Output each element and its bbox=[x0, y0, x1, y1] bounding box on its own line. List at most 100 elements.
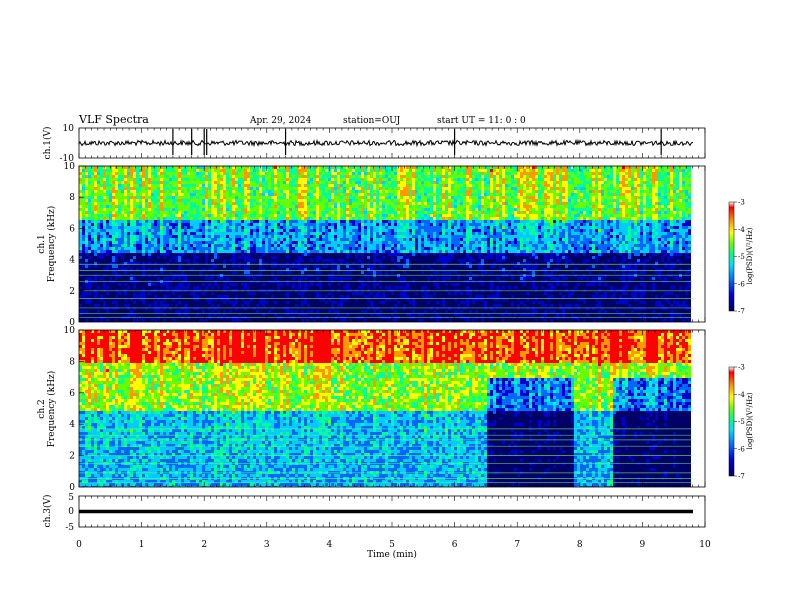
spec-cell bbox=[259, 199, 262, 202]
spec-cell bbox=[139, 313, 142, 316]
spec-cell bbox=[109, 256, 112, 259]
spec-cell bbox=[193, 310, 196, 313]
spec-cell bbox=[229, 295, 232, 298]
spec-cell bbox=[100, 172, 103, 175]
spec-cell bbox=[334, 199, 337, 202]
spec-cell bbox=[247, 187, 250, 190]
spec-cell bbox=[211, 214, 214, 217]
spec-cell bbox=[205, 223, 208, 226]
spec-cell bbox=[88, 235, 91, 238]
spec-cell bbox=[142, 217, 145, 220]
spec-cell bbox=[298, 310, 301, 313]
spec-cell bbox=[169, 268, 172, 271]
spec-cell bbox=[340, 259, 343, 262]
spec-cell bbox=[331, 169, 334, 172]
spec-cell bbox=[322, 286, 325, 289]
spec-cell bbox=[91, 286, 94, 289]
spec-cell bbox=[82, 238, 85, 241]
spec-cell bbox=[88, 247, 91, 250]
spec-cell bbox=[139, 268, 142, 271]
spec-cell bbox=[112, 262, 115, 265]
spec-cell bbox=[244, 187, 247, 190]
spec-cell bbox=[334, 193, 337, 196]
spec-cell bbox=[163, 268, 166, 271]
spec-cell bbox=[112, 217, 115, 220]
spec-cell bbox=[205, 310, 208, 313]
spec-cell bbox=[148, 286, 151, 289]
spec-cell bbox=[190, 292, 193, 295]
spec-cell bbox=[130, 292, 133, 295]
spec-cell bbox=[340, 241, 343, 244]
spec-cell bbox=[145, 193, 148, 196]
spec-cell bbox=[217, 172, 220, 175]
spec-cell bbox=[166, 181, 169, 184]
spec-cell bbox=[241, 313, 244, 316]
spec-cell bbox=[145, 241, 148, 244]
spec-cell bbox=[139, 175, 142, 178]
spec-cell bbox=[337, 199, 340, 202]
spec-cell bbox=[286, 241, 289, 244]
spec-cell bbox=[289, 172, 292, 175]
spec-cell bbox=[196, 250, 199, 253]
spec-cell bbox=[277, 319, 280, 322]
spec-cell bbox=[313, 295, 316, 298]
spec-cell bbox=[85, 196, 88, 199]
spec-cell bbox=[88, 268, 91, 271]
spec-cell bbox=[175, 196, 178, 199]
spec-cell bbox=[91, 181, 94, 184]
spec-cell bbox=[319, 172, 322, 175]
spec-cell bbox=[157, 184, 160, 187]
spec-cell bbox=[304, 238, 307, 241]
spec-cell bbox=[124, 229, 127, 232]
spec-cell bbox=[232, 235, 235, 238]
spec-cell bbox=[268, 187, 271, 190]
spec-cell bbox=[256, 262, 259, 265]
spec-cell bbox=[103, 292, 106, 295]
spec-cell bbox=[208, 286, 211, 289]
spec-cell bbox=[292, 214, 295, 217]
spec-cell bbox=[265, 193, 268, 196]
spec-cell bbox=[238, 298, 241, 301]
spec-cell bbox=[91, 217, 94, 220]
spec-cell bbox=[331, 238, 334, 241]
spec-cell bbox=[310, 250, 313, 253]
spec-cell bbox=[352, 259, 355, 262]
spec-cell bbox=[331, 178, 334, 181]
spec-cell bbox=[331, 241, 334, 244]
spec-cell bbox=[190, 241, 193, 244]
spec-cell bbox=[331, 226, 334, 229]
spec-cell bbox=[112, 304, 115, 307]
spec-cell bbox=[271, 241, 274, 244]
spec-cell bbox=[256, 244, 259, 247]
spec-cell bbox=[178, 172, 181, 175]
spec-cell bbox=[205, 190, 208, 193]
spec-cell bbox=[253, 250, 256, 253]
spec-cell bbox=[121, 268, 124, 271]
spec-cell bbox=[193, 172, 196, 175]
spec-cell bbox=[304, 247, 307, 250]
spec-cell bbox=[187, 319, 190, 322]
spec-cell bbox=[250, 277, 253, 280]
spec-cell bbox=[94, 265, 97, 268]
spec-cell bbox=[340, 199, 343, 202]
spec-cell bbox=[136, 256, 139, 259]
spec-cell bbox=[184, 277, 187, 280]
spec-cell bbox=[214, 262, 217, 265]
spec-cell bbox=[340, 304, 343, 307]
spec-cell bbox=[316, 187, 319, 190]
spec-cell bbox=[277, 193, 280, 196]
spec-cell bbox=[337, 250, 340, 253]
spec-cell bbox=[121, 286, 124, 289]
spec-cell bbox=[214, 187, 217, 190]
spec-cell bbox=[271, 313, 274, 316]
spec-cell bbox=[334, 313, 337, 316]
spec-cell bbox=[196, 190, 199, 193]
spec-cell bbox=[253, 310, 256, 313]
spec-cell bbox=[175, 235, 178, 238]
spec-cell bbox=[349, 223, 352, 226]
spec-cell bbox=[187, 292, 190, 295]
spec-cell bbox=[157, 283, 160, 286]
spec-cell bbox=[118, 304, 121, 307]
spec-cell bbox=[187, 172, 190, 175]
spec-cell bbox=[199, 214, 202, 217]
